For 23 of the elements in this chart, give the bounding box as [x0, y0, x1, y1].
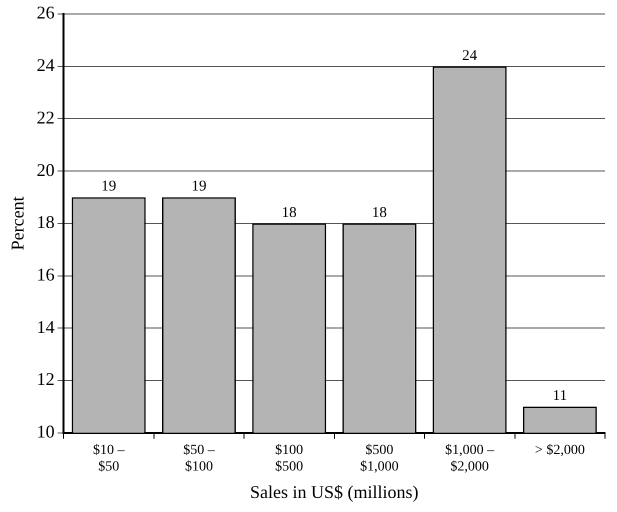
data-label: 24	[462, 48, 478, 64]
y-tick-label: 14	[36, 316, 55, 337]
y-tick-label: 10	[36, 422, 55, 442]
x-tick-label: $500 $1,000	[360, 442, 399, 475]
x-tick-label: > $2,000	[534, 442, 585, 458]
y-tick-label: 26	[36, 2, 55, 23]
y-tick-label: 24	[36, 55, 55, 76]
y-axis-title: Percent	[8, 196, 28, 250]
data-label: 11	[552, 388, 568, 404]
y-tick-label: 22	[36, 107, 55, 128]
y-tick-label: 18	[36, 212, 55, 232]
y-tick-label: 20	[36, 160, 55, 180]
x-tick-label: $10 – $50	[92, 442, 126, 475]
x-axis-title: Sales in US$ (millions)	[250, 482, 419, 502]
data-label: 18	[282, 204, 297, 221]
x-tick-label: $1,000 – $2,000	[445, 442, 496, 475]
x-tick-label: $100 $500	[275, 442, 304, 475]
x-tick-label: $50 – $100	[183, 442, 216, 475]
data-label: 19	[101, 178, 116, 195]
y-tick-label: 12	[36, 369, 55, 390]
data-label: 18	[372, 204, 387, 221]
data-label: 19	[191, 178, 206, 195]
y-tick-label: 16	[36, 264, 55, 284]
